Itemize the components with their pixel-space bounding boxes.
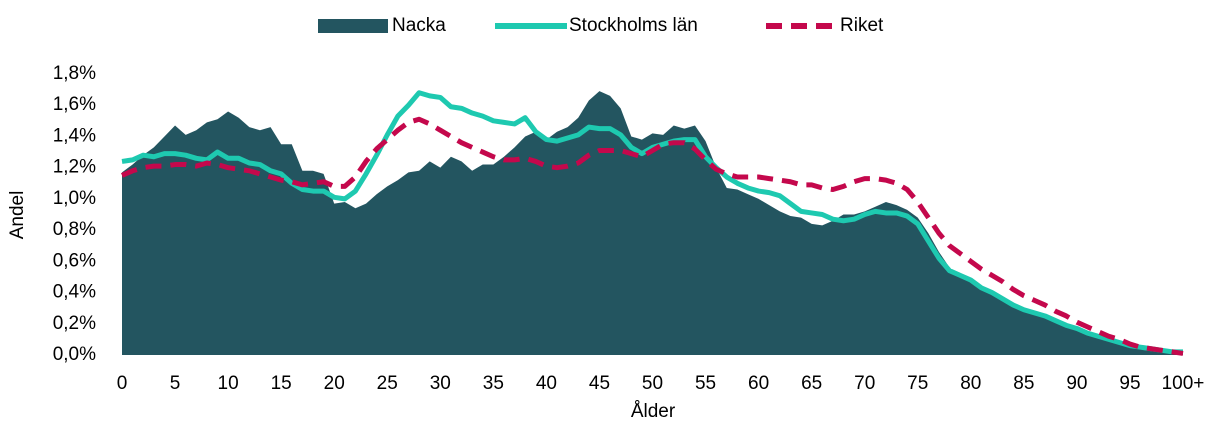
dashed-line [120, 116, 1184, 356]
x-tick-label: 45 [589, 373, 610, 394]
y-tick-label: 1,4% [53, 125, 96, 146]
x-tick-label: 40 [536, 373, 557, 394]
legend-label: Riket [840, 15, 884, 36]
line [121, 90, 1183, 355]
x-tick-label: 30 [430, 373, 451, 394]
x-axis-label: Ålder [631, 401, 676, 422]
x-tick-label: 35 [483, 373, 504, 394]
y-tick-label: 1,8% [53, 63, 96, 84]
area [122, 91, 1183, 355]
y-tick-label: 0,2% [53, 313, 96, 334]
x-tick-label: 10 [218, 373, 239, 394]
x-tick-label: 60 [748, 373, 769, 394]
y-tick-label: 0,4% [53, 282, 96, 303]
y-axis-label: Andel [7, 191, 28, 240]
legend-label: Nacka [392, 15, 446, 36]
y-tick-label: 0,8% [53, 219, 96, 240]
y-tick-label: 1,0% [53, 188, 96, 209]
x-tick-label: 90 [1066, 373, 1087, 394]
x-tick-label: 65 [801, 373, 822, 394]
x-tick-label: 20 [324, 373, 345, 394]
x-tick-label: 55 [695, 373, 716, 394]
legend-label: Stockholms län [569, 15, 698, 36]
y-tick-label: 1,2% [53, 157, 96, 178]
y-tick-label: 1,6% [53, 94, 96, 115]
legend-swatch [318, 19, 388, 33]
x-tick-label: 85 [1013, 373, 1034, 394]
x-tick-label: 0 [117, 373, 128, 394]
y-tick-label: 0,0% [53, 344, 96, 365]
x-tick-label: 70 [854, 373, 875, 394]
x-tick-label: 5 [170, 373, 181, 394]
x-tick-label: 25 [377, 373, 398, 394]
y-tick-label: 0,6% [53, 250, 96, 271]
x-tick-label: 100+ [1162, 373, 1205, 394]
x-tick-label: 15 [271, 373, 292, 394]
x-tick-label: 50 [642, 373, 663, 394]
x-tick-label: 80 [960, 373, 981, 394]
x-tick-label: 95 [1119, 373, 1140, 394]
x-tick-label: 75 [907, 373, 928, 394]
